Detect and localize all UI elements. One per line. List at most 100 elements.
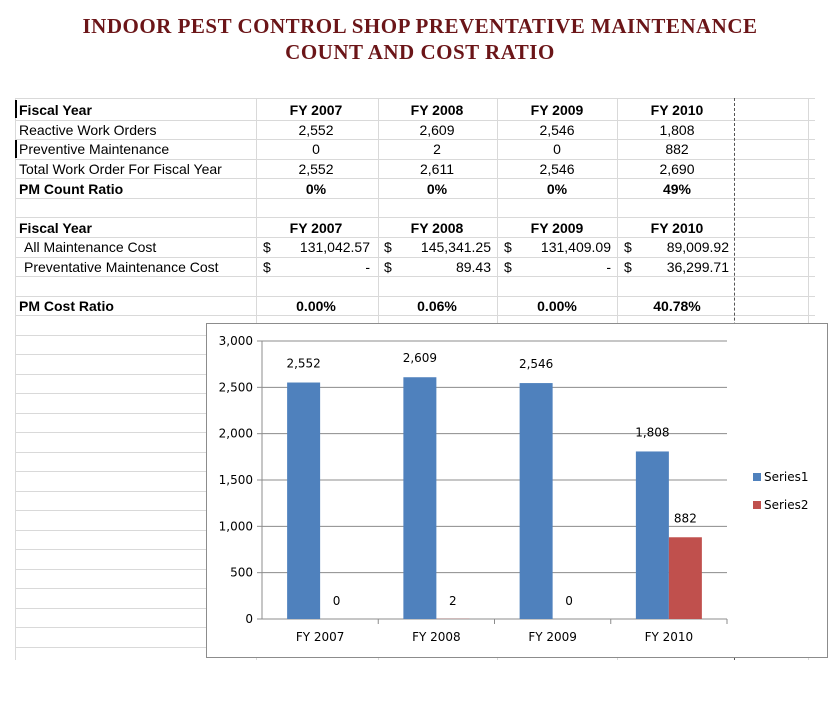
cost-value-cell: 36,299.71 xyxy=(666,259,729,275)
count-value-cell: 2,609 xyxy=(419,122,455,138)
count-row-label: Preventive Maintenance xyxy=(19,141,170,157)
currency-symbol: $ xyxy=(384,259,392,275)
pm-count-ratio-label: PM Count Ratio xyxy=(19,181,124,197)
data-label: 2,609 xyxy=(403,351,437,365)
cost-value-cell: 131,409.09 xyxy=(540,239,611,255)
data-label: 2,552 xyxy=(286,357,320,371)
x-tick-label: FY 2009 xyxy=(528,630,577,644)
pm-count-ratio-value: 0% xyxy=(305,181,327,197)
pm-cost-ratio-value: 0.00% xyxy=(296,298,336,314)
grid-row-line xyxy=(15,257,815,258)
chart-canvas: 0 500 1,000 1,500 2,000 2,500 3,000 2,552 0 FY 20… xyxy=(219,334,728,644)
currency-symbol: $ xyxy=(504,239,512,255)
data-label: 2,546 xyxy=(519,357,553,371)
pm-cost-ratio-value: 0.00% xyxy=(537,298,577,314)
data-label: 0 xyxy=(333,594,341,608)
currency-symbol: $ xyxy=(624,259,632,275)
cost-value-cell: 89.43 xyxy=(455,259,491,275)
currency-symbol: $ xyxy=(263,239,271,255)
count-value-cell: 2,552 xyxy=(298,122,334,138)
bar-series2-fy-2010 xyxy=(668,537,702,619)
y-tick-label: 3,000 xyxy=(219,334,253,348)
y-tick-label: 500 xyxy=(230,566,253,580)
pm-count-ratio-value: 0% xyxy=(546,181,568,197)
pm-cost-ratio-label: PM Cost Ratio xyxy=(19,298,114,314)
cost-row-label: All Maintenance Cost xyxy=(24,239,157,255)
cost-header-year: FY 2008 xyxy=(410,220,464,236)
grid-row-line xyxy=(15,178,815,179)
currency-symbol: $ xyxy=(263,259,271,275)
pm-count-ratio-value: 0% xyxy=(426,181,448,197)
currency-symbol: $ xyxy=(624,239,632,255)
grid-row-line xyxy=(15,276,815,277)
legend-swatch-series2 xyxy=(753,501,761,509)
count-value-cell: 0 xyxy=(553,141,561,157)
count-row-label: Reactive Work Orders xyxy=(19,122,157,138)
bar-series1-fy-2010 xyxy=(635,451,669,619)
x-tick-label: FY 2008 xyxy=(412,630,461,644)
grid-row-line xyxy=(15,98,815,99)
grid-row-line xyxy=(15,159,815,160)
bar-series1-fy-2007 xyxy=(287,382,321,619)
count-value-cell: 2,611 xyxy=(420,161,454,177)
count-value-cell: 1,808 xyxy=(659,122,695,138)
grid-row-line xyxy=(15,198,815,199)
legend-swatch-series1 xyxy=(753,473,761,481)
count-value-cell: 2,546 xyxy=(539,161,575,177)
pm-count-ratio-value: 49% xyxy=(662,181,692,197)
grid-row-line xyxy=(15,139,815,140)
cost-header-year: FY 2007 xyxy=(289,220,343,236)
pm-cost-ratio-value: 40.78% xyxy=(653,298,701,314)
count-header-year: FY 2009 xyxy=(530,102,584,118)
bar-series1-fy-2008 xyxy=(403,377,437,619)
count-value-cell: 2,552 xyxy=(298,161,334,177)
currency-symbol: $ xyxy=(384,239,392,255)
y-tick-label: 2,000 xyxy=(219,427,253,441)
y-tick-label: 1,000 xyxy=(219,519,253,533)
y-tick-label: 2,500 xyxy=(219,380,253,394)
count-value-cell: 2,546 xyxy=(539,122,575,138)
grid-row-line xyxy=(15,315,815,316)
count-header-label: Fiscal Year xyxy=(19,102,92,118)
legend-label-series2: Series2 xyxy=(764,498,809,512)
count-value-cell: 0 xyxy=(312,141,320,157)
pm-cost-ratio-value: 0.06% xyxy=(417,298,457,314)
cost-value-cell: 145,341.25 xyxy=(420,239,491,255)
cost-header-year: FY 2010 xyxy=(650,220,704,236)
title-line-2: COUNT AND COST RATIO xyxy=(285,40,555,64)
count-value-cell: 882 xyxy=(665,141,689,157)
cost-value-cell: 89,009.92 xyxy=(666,239,729,255)
bar-series1-fy-2009 xyxy=(519,383,553,619)
legend-label-series1: Series1 xyxy=(764,470,809,484)
grid-column-line xyxy=(15,98,16,660)
grid-row-line xyxy=(15,217,815,218)
x-tick-label: FY 2007 xyxy=(296,630,345,644)
grid-row-line xyxy=(15,296,815,297)
cost-value-cell: - xyxy=(365,259,370,275)
grid-row-line xyxy=(15,120,815,121)
y-tick-label: 0 xyxy=(245,612,253,626)
cost-header-label: Fiscal Year xyxy=(19,220,92,236)
cell-marker xyxy=(15,140,17,158)
count-header-year: FY 2008 xyxy=(410,102,464,118)
data-label: 1,808 xyxy=(635,425,669,439)
currency-symbol: $ xyxy=(504,259,512,275)
y-tick-label: 1,500 xyxy=(219,473,253,487)
count-value-cell: 2 xyxy=(433,141,441,157)
cost-header-year: FY 2009 xyxy=(530,220,584,236)
x-tick-label: FY 2010 xyxy=(645,630,694,644)
count-row-label: Total Work Order For Fiscal Year xyxy=(19,161,222,177)
grid-row-line xyxy=(15,237,815,238)
cost-value-cell: 131,042.57 xyxy=(299,239,370,255)
count-header-year: FY 2010 xyxy=(650,102,704,118)
cost-row-label: Preventative Maintenance Cost xyxy=(24,259,219,275)
cost-value-cell: - xyxy=(606,259,611,275)
legend-series2: Series2 xyxy=(753,498,809,512)
cell-marker xyxy=(15,100,17,118)
legend-series1: Series1 xyxy=(753,470,809,484)
bar-chart: 0 500 1,000 1,500 2,000 2,500 3,000 2,552 0 FY 20… xyxy=(206,323,828,658)
count-header-year: FY 2007 xyxy=(289,102,343,118)
title-line-1: INDOOR PEST CONTROL SHOP PREVENTATIVE MA… xyxy=(82,14,758,38)
data-label: 882 xyxy=(674,511,697,525)
data-label: 0 xyxy=(565,594,573,608)
